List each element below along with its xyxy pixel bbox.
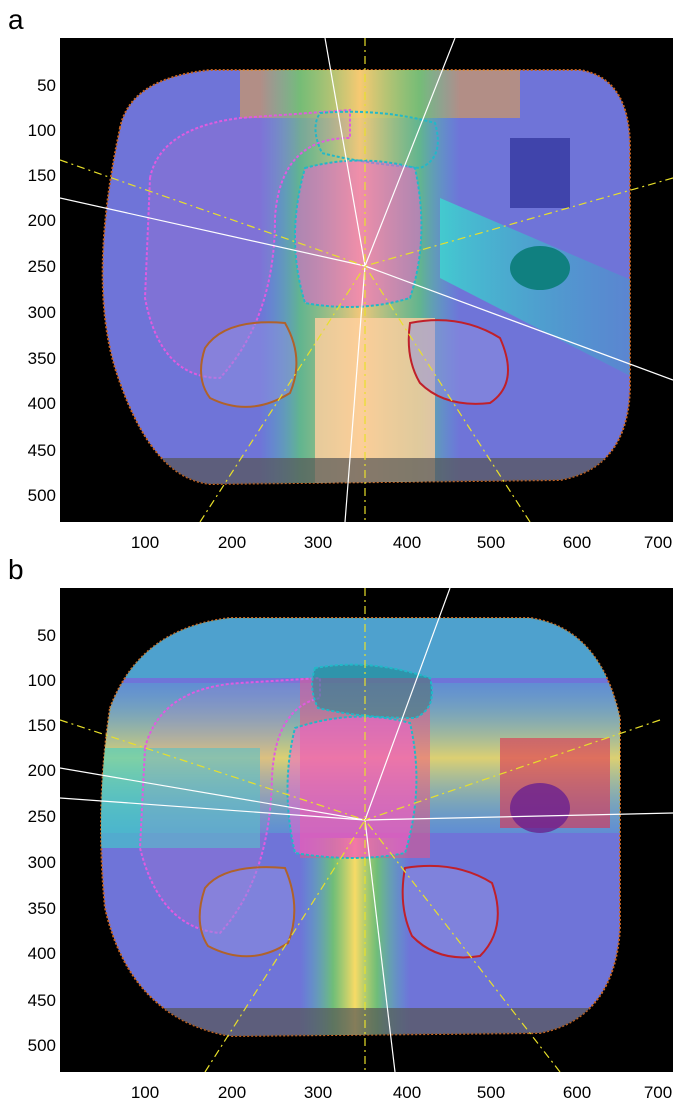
x-tick: 200 [217, 533, 247, 552]
x-tick: 700 [643, 1083, 673, 1102]
x-tick: 300 [303, 533, 333, 552]
y-tick: 500 [27, 1036, 56, 1055]
y-tick: 100 [27, 671, 56, 690]
x-tick: 600 [562, 1083, 592, 1102]
x-tick: 700 [643, 533, 673, 552]
y-axis-b: 50 100 150 200 250 300 350 400 450 500 [0, 550, 56, 1100]
ct-dose-image-a [60, 38, 673, 522]
y-tick: 450 [27, 991, 56, 1010]
y-tick: 50 [37, 626, 56, 645]
y-tick: 450 [27, 441, 56, 460]
panel-a: a 50 100 150 200 250 300 350 400 450 500… [0, 0, 673, 552]
x-tick: 400 [392, 533, 422, 552]
y-tick: 350 [27, 899, 56, 918]
panel-b: b 50 100 150 200 250 300 350 400 450 500… [0, 550, 673, 1102]
y-tick: 100 [27, 121, 56, 140]
y-tick: 150 [27, 716, 56, 735]
panel-label-a: a [8, 4, 24, 35]
y-axis-a: 50 100 150 200 250 300 350 400 450 500 [0, 0, 56, 550]
x-tick: 500 [476, 533, 506, 552]
x-tick: 500 [476, 1083, 506, 1102]
y-tick: 150 [27, 166, 56, 185]
y-tick: 400 [27, 394, 56, 413]
ct-dose-image-b [60, 588, 673, 1072]
y-tick: 250 [27, 807, 56, 826]
panel-label-b: b [8, 554, 24, 585]
y-tick: 300 [27, 853, 56, 872]
x-tick: 200 [217, 1083, 247, 1102]
y-tick: 350 [27, 349, 56, 368]
y-tick: 300 [27, 303, 56, 322]
x-tick: 400 [392, 1083, 422, 1102]
y-tick: 50 [37, 76, 56, 95]
y-tick: 200 [27, 211, 56, 230]
y-tick: 400 [27, 944, 56, 963]
x-tick: 100 [130, 533, 160, 552]
x-tick: 100 [130, 1083, 160, 1102]
y-tick: 250 [27, 257, 56, 276]
y-tick: 500 [27, 486, 56, 505]
y-tick: 200 [27, 761, 56, 780]
x-tick: 600 [562, 533, 592, 552]
x-tick: 300 [303, 1083, 333, 1102]
